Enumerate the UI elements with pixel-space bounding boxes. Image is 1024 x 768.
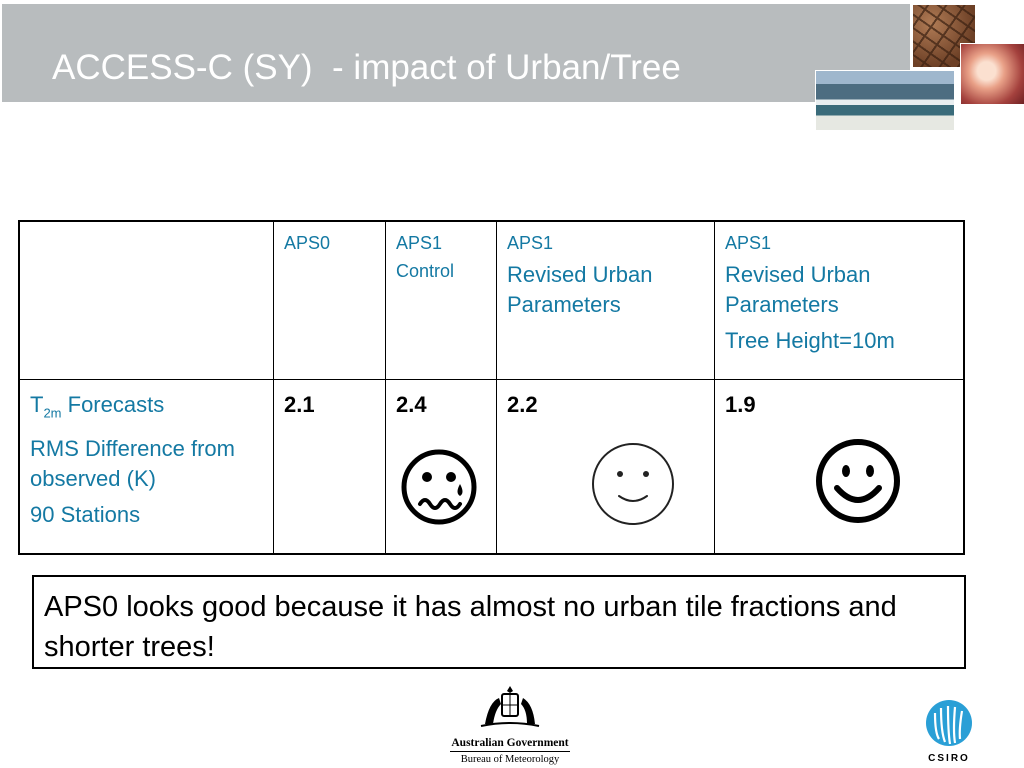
table-header-row: APS0 APS1 Control APS1 Revised Urban Par… bbox=[18, 220, 965, 380]
t-subscript: 2m bbox=[43, 404, 62, 420]
header-aps0: APS0 bbox=[273, 220, 386, 380]
table-row: T2m Forecasts RMS Difference from observ… bbox=[18, 378, 965, 555]
header-aps1-tree: APS1 Revised Urban Parameters Tree Heigh… bbox=[714, 220, 965, 380]
sad-face-icon bbox=[401, 449, 477, 524]
neutral-smile-icon bbox=[592, 442, 674, 525]
value-cell-aps1-revised: 2.2 bbox=[496, 378, 715, 555]
value-aps0: 2.1 bbox=[284, 391, 315, 417]
title-bar bbox=[2, 4, 910, 102]
row-label-stations: 90 Stations bbox=[30, 501, 141, 527]
slide-title: ACCESS-C (SY) - impact of Urban/Tree bbox=[52, 48, 681, 87]
australian-government-logo: Australian Government Bureau of Meteorol… bbox=[440, 684, 580, 768]
csiro-globe-icon bbox=[926, 700, 972, 746]
note-box: APS0 looks good because it has almost no… bbox=[32, 575, 966, 669]
header-aps1-name: APS1 bbox=[396, 233, 443, 253]
results-table: APS0 APS1 Control APS1 Revised Urban Par… bbox=[18, 220, 965, 555]
coat-of-arms-icon bbox=[480, 686, 540, 727]
row-label-cell: T2m Forecasts RMS Difference from observ… bbox=[18, 378, 274, 555]
header-aps1-tree-height: Tree Height=10m bbox=[725, 328, 895, 353]
value-cell-aps0: 2.1 bbox=[273, 378, 386, 555]
header-aps1-control: APS1 Control bbox=[385, 220, 497, 380]
happy-face-icon bbox=[816, 438, 900, 523]
header-aps1-revised-name: APS1 bbox=[507, 233, 554, 253]
header-aps1-tree-desc: Revised Urban Parameters bbox=[725, 262, 871, 317]
empty-corner-cell bbox=[18, 220, 274, 380]
value-aps1-revised: 2.2 bbox=[507, 391, 538, 417]
csiro-wordmark: CSIRO bbox=[928, 753, 970, 764]
t-symbol: T bbox=[30, 391, 44, 417]
value-aps1-control: 2.4 bbox=[396, 391, 427, 417]
forecasts-label: Forecasts bbox=[61, 391, 165, 417]
header-aps1-revised-desc: Revised Urban Parameters bbox=[507, 262, 653, 317]
csiro-logo: CSIRO bbox=[923, 699, 975, 764]
header-aps1-tree-name: APS1 bbox=[725, 233, 772, 253]
header-aps1-revised: APS1 Revised Urban Parameters bbox=[496, 220, 715, 380]
bom-name: Bureau of Meteorology bbox=[460, 754, 560, 765]
header-aps0-name: APS0 bbox=[284, 233, 331, 253]
value-cell-aps1-tree: 1.9 bbox=[714, 378, 965, 555]
value-aps1-tree: 1.9 bbox=[725, 391, 756, 417]
row-label-title: T2m Forecasts bbox=[30, 390, 263, 428]
value-cell-aps1-control: 2.4 bbox=[385, 378, 497, 555]
gov-name: Australian Government bbox=[450, 737, 570, 752]
row-label-metric: RMS Difference from observed (K) bbox=[30, 435, 235, 491]
header-aps1-desc: Control bbox=[396, 261, 455, 281]
ocean-wave-photo bbox=[815, 70, 955, 131]
storm-cloud-photo bbox=[960, 43, 1024, 105]
